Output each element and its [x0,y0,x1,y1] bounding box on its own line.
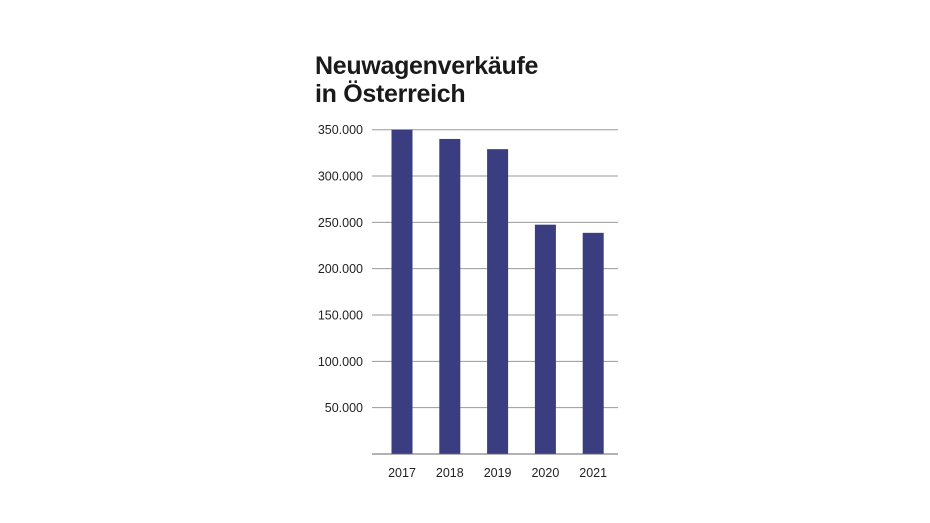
bar-2020 [534,224,556,454]
y-tick-label: 300.000 [318,170,363,184]
x-tick-label: 2021 [579,466,607,480]
chart-title-line-2: in Österreich [315,80,466,108]
chart-title: Neuwagenverkäufe in Österreich [315,52,538,108]
x-tick-label: 2019 [484,466,512,480]
y-tick-label: 100.000 [318,355,363,369]
y-tick-label: 250.000 [318,216,363,230]
y-tick-label: 200.000 [318,262,363,276]
y-tick-label: 50.000 [325,401,363,415]
chart-title-line-1: Neuwagenverkäufe [315,52,539,80]
bar-2019 [487,149,509,454]
x-tick-label: 2018 [436,466,464,480]
bar-2017 [391,129,413,454]
x-tick-label: 2020 [531,466,559,480]
bar-2018 [439,138,461,455]
y-tick-label: 150.000 [318,309,363,323]
y-tick-label: 350.000 [318,123,363,137]
x-tick-label: 2017 [388,466,416,480]
bar-2021 [582,232,604,454]
